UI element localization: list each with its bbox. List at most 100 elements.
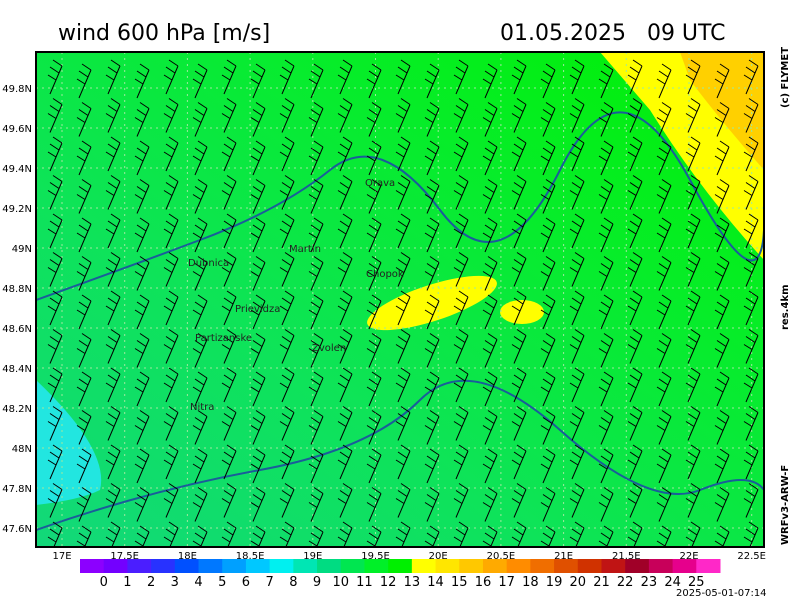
wind-barb (279, 329, 295, 364)
lat-label: 48.6N (2, 324, 32, 335)
wind-barb (482, 140, 498, 176)
wind-barb (76, 63, 92, 99)
wind-barb (598, 371, 614, 407)
wind-barb (714, 217, 730, 253)
place: Martin (289, 244, 321, 255)
wind-barb (453, 483, 469, 518)
wind-barb (424, 333, 440, 368)
wind-barb (279, 252, 295, 287)
wind-barb (308, 294, 324, 330)
wind-barb (395, 175, 411, 210)
wind-barb (685, 367, 701, 403)
wind-barb (250, 102, 266, 137)
wind-barb (337, 252, 353, 287)
wind-barb (366, 487, 382, 522)
wind-barb (656, 487, 672, 522)
colorbar-label: 12 (380, 575, 397, 590)
wind-barb (337, 136, 353, 172)
wind-barb (76, 256, 92, 291)
resolution: res.4km (780, 285, 791, 331)
wind-barb (598, 179, 614, 214)
wind-barb (221, 252, 237, 287)
wind-barb (482, 256, 498, 291)
wind-barb (685, 483, 701, 518)
wind-barb (453, 329, 469, 364)
wind-barb (569, 367, 585, 403)
wind-barb (134, 487, 150, 522)
colorbar-box (340, 559, 365, 573)
wind-barb (714, 179, 730, 214)
wind-barb (250, 294, 266, 330)
colorbar-label: 21 (593, 575, 610, 590)
wind-barb (482, 217, 498, 253)
wind-barb (569, 98, 585, 133)
colorbar-box (245, 559, 271, 573)
wind-barb (453, 367, 469, 403)
colorbar-label: 13 (404, 575, 421, 590)
wind-barb (221, 329, 237, 364)
wind-barb (743, 213, 759, 249)
wind-barb (308, 217, 324, 253)
wind-barb (105, 136, 121, 172)
wind-barb (482, 487, 498, 522)
wind-barb (134, 410, 150, 445)
wind-barb (134, 448, 150, 484)
wind-barb (656, 371, 672, 407)
colorbar-label: 20 (570, 575, 587, 590)
wind-barb (482, 371, 498, 407)
wind-barb (627, 252, 643, 287)
wind-barb (511, 444, 527, 480)
wind-barb (627, 175, 643, 210)
colorbar-box (530, 559, 555, 573)
wind-barb (76, 102, 92, 137)
wind-barb (453, 59, 469, 95)
wind-barb (598, 217, 614, 253)
lat-label: 49.8N (2, 84, 32, 95)
wind-barb (192, 256, 208, 291)
wind-barb (221, 59, 237, 95)
wind-barb (192, 410, 208, 445)
colorbar-label: 3 (171, 575, 179, 590)
wind-barb (337, 213, 353, 249)
wind-barb (76, 294, 92, 330)
colorbar-label: 8 (289, 575, 297, 590)
wind-barb (192, 179, 208, 214)
wind-barb (395, 136, 411, 172)
wind-barb (685, 175, 701, 210)
wind-barb (627, 444, 643, 480)
wind-barb (366, 63, 382, 99)
colorbar-box (554, 559, 579, 573)
wind-barb (395, 329, 411, 364)
wind-barb (279, 290, 295, 326)
colorbar-label: 1 (123, 575, 131, 590)
wind-barb (569, 483, 585, 518)
colorbar-label: 4 (194, 575, 202, 590)
wind-barb (627, 213, 643, 249)
wind-barb (134, 102, 150, 137)
wind-barb (105, 290, 121, 326)
wind-barb (395, 290, 411, 326)
wind-barb (337, 444, 353, 480)
colorbar-label: 6 (242, 575, 250, 590)
lat-label: 49.2N (2, 204, 32, 215)
wind-barb (395, 252, 411, 287)
colorbar-box (127, 559, 152, 573)
wind-barb (540, 294, 556, 330)
wind-barb (685, 98, 701, 133)
wind-barb (279, 59, 295, 95)
wind-barb (163, 406, 179, 441)
colorbar-label: 11 (356, 575, 373, 590)
wind-barb (627, 521, 643, 547)
wind-barb (540, 487, 556, 522)
wind-barb (482, 294, 498, 330)
wind-barb (743, 252, 759, 287)
wind-barb (366, 217, 382, 253)
wind-barb (656, 256, 672, 291)
wind-barb (511, 521, 527, 547)
wind-barb (656, 217, 672, 253)
wind-barb (366, 410, 382, 445)
wind-barb (714, 63, 730, 99)
wind-barb (105, 329, 121, 364)
wind-barb (163, 367, 179, 403)
colorbar-box (601, 559, 626, 573)
